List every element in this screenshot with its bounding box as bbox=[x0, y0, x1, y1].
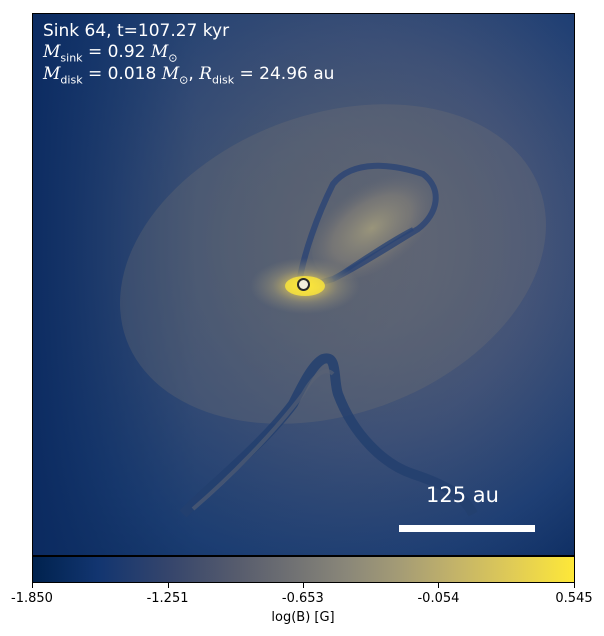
colorbar-tick bbox=[167, 583, 169, 588]
colorbar-tick bbox=[302, 583, 304, 588]
colorbar-tick-label: -0.054 bbox=[417, 591, 460, 606]
colorbar-tick bbox=[438, 583, 440, 588]
upper-lobe bbox=[312, 168, 444, 280]
map-image bbox=[33, 14, 574, 555]
colorbar-tick-label: -0.653 bbox=[281, 591, 324, 606]
lower-arc-filament bbox=[179, 353, 478, 518]
sink-info-line: Sink 64, t=107.27 kyr bbox=[43, 21, 230, 41]
magnetic-field-map bbox=[32, 13, 575, 556]
colorbar-tick bbox=[32, 583, 33, 588]
colorbar-tick bbox=[574, 583, 575, 588]
upper-filament bbox=[294, 162, 439, 294]
disk-info-line: Mdisk = 0.018 M⊙, Rdisk = 24.96 au bbox=[43, 64, 335, 87]
colorbar bbox=[32, 556, 575, 583]
scale-bar bbox=[399, 525, 535, 532]
sink-marker bbox=[297, 278, 310, 291]
sink-mass-line: Msink = 0.92 M⊙ bbox=[43, 42, 178, 65]
colorbar-tick-label: 0.545 bbox=[555, 591, 593, 606]
colorbar-tick-label: -1.251 bbox=[146, 591, 189, 606]
lower-arc-edge bbox=[191, 369, 335, 511]
scale-bar-label: 125 au bbox=[426, 483, 499, 507]
colorbar-label: log(B) [G] bbox=[271, 610, 335, 625]
colorbar-tick-label: -1.850 bbox=[11, 591, 53, 606]
